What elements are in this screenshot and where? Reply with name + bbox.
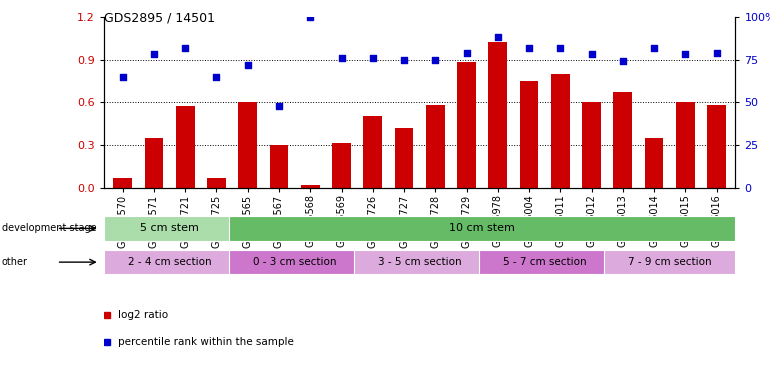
Point bbox=[429, 57, 441, 63]
Point bbox=[398, 57, 410, 63]
Bar bbox=[113, 177, 132, 188]
Text: 0 - 3 cm section: 0 - 3 cm section bbox=[253, 257, 336, 267]
Bar bbox=[239, 102, 257, 188]
Text: 3 - 5 cm section: 3 - 5 cm section bbox=[378, 257, 461, 267]
Bar bbox=[363, 116, 382, 188]
Bar bbox=[614, 92, 632, 188]
Point bbox=[210, 74, 223, 80]
Bar bbox=[332, 143, 351, 188]
Bar bbox=[488, 42, 507, 188]
Bar bbox=[104, 216, 235, 240]
Bar bbox=[457, 62, 476, 188]
Point bbox=[523, 45, 535, 51]
Point bbox=[336, 55, 348, 61]
Text: 10 cm stem: 10 cm stem bbox=[449, 224, 515, 233]
Point bbox=[116, 74, 129, 80]
Text: 5 - 7 cm section: 5 - 7 cm section bbox=[503, 257, 587, 267]
Bar bbox=[207, 177, 226, 188]
Bar bbox=[551, 74, 570, 188]
Bar bbox=[229, 250, 360, 274]
Bar bbox=[644, 138, 664, 188]
Text: other: other bbox=[2, 257, 28, 267]
Point bbox=[554, 45, 567, 51]
Point bbox=[648, 45, 660, 51]
Bar bbox=[270, 145, 289, 188]
Bar bbox=[520, 81, 538, 188]
Bar bbox=[145, 138, 163, 188]
Bar bbox=[582, 102, 601, 188]
Point bbox=[617, 58, 629, 64]
Point bbox=[491, 34, 504, 40]
Point bbox=[148, 51, 160, 57]
Bar bbox=[301, 184, 320, 188]
Bar bbox=[707, 105, 726, 188]
Text: 5 cm stem: 5 cm stem bbox=[140, 224, 199, 233]
Bar bbox=[426, 105, 444, 188]
Point bbox=[679, 51, 691, 57]
Bar bbox=[229, 216, 735, 240]
Bar bbox=[604, 250, 735, 274]
Point bbox=[242, 62, 254, 68]
Point bbox=[711, 50, 723, 56]
Text: 2 - 4 cm section: 2 - 4 cm section bbox=[128, 257, 212, 267]
Bar bbox=[176, 106, 195, 188]
Bar bbox=[479, 250, 611, 274]
Text: percentile rank within the sample: percentile rank within the sample bbox=[118, 337, 294, 347]
Text: GDS2895 / 14501: GDS2895 / 14501 bbox=[104, 11, 215, 24]
Point bbox=[367, 55, 379, 61]
Bar bbox=[104, 250, 235, 274]
Text: 7 - 9 cm section: 7 - 9 cm section bbox=[628, 257, 711, 267]
Text: log2 ratio: log2 ratio bbox=[118, 310, 169, 320]
Point bbox=[273, 103, 285, 109]
Point bbox=[179, 45, 192, 51]
Point bbox=[585, 51, 598, 57]
Bar bbox=[676, 102, 695, 188]
Bar bbox=[354, 250, 485, 274]
Point bbox=[460, 50, 473, 56]
Point bbox=[304, 14, 316, 20]
Bar bbox=[395, 128, 413, 188]
Text: development stage: development stage bbox=[2, 224, 96, 233]
